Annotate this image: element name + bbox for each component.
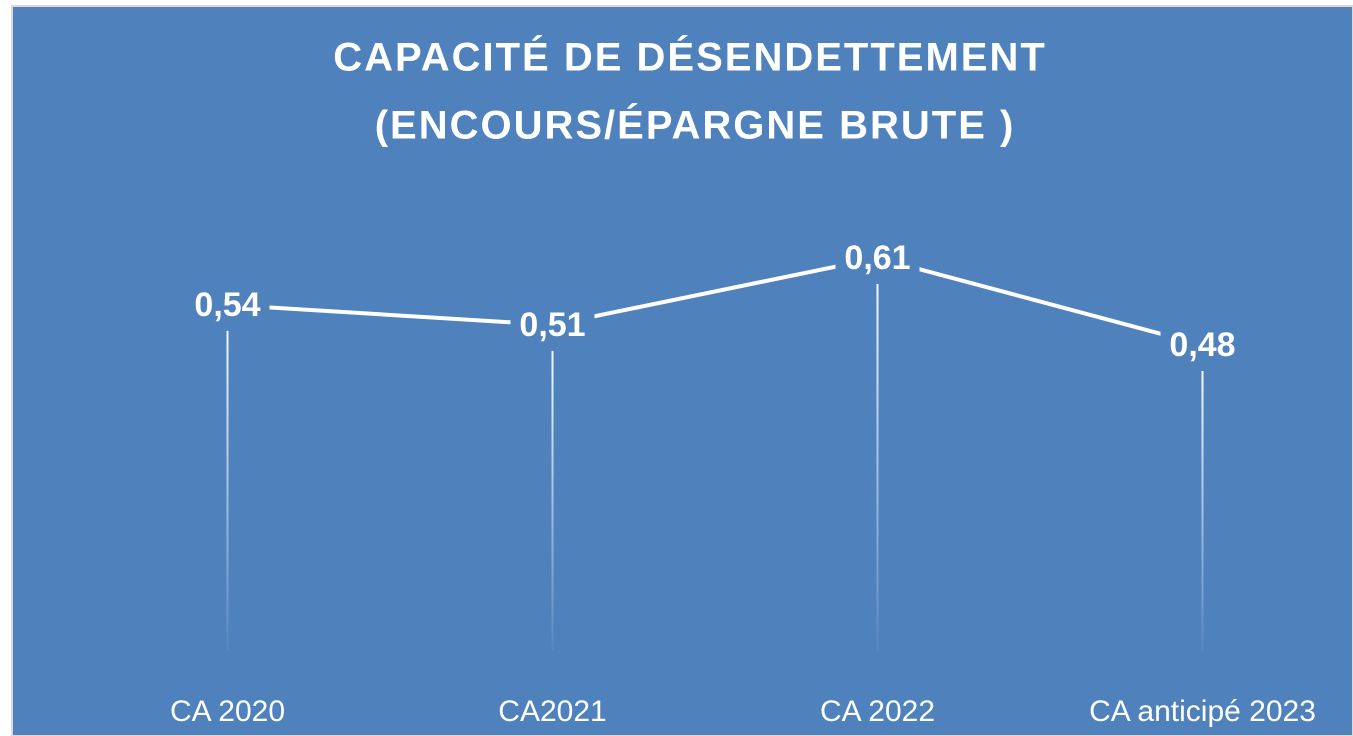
drop-line [551, 350, 554, 650]
data-label: 0,54 [194, 286, 260, 324]
data-label-bg [185, 282, 270, 327]
plot-background [11, 5, 1353, 736]
data-label-bg [1160, 323, 1245, 367]
drop-line [226, 330, 229, 650]
data-label: 0,48 [1169, 326, 1235, 364]
x-tick-label: CA 2022 [820, 695, 935, 728]
line [227, 255, 1204, 347]
x-tick-label: CA2021 [498, 695, 606, 728]
data-label: 0,61 [844, 239, 910, 277]
drop-line [876, 284, 879, 650]
drop-line [1201, 371, 1204, 650]
x-tick-label: CA anticipé 2023 [1089, 695, 1316, 728]
data-label-bg [510, 302, 595, 347]
chart-title: (ENCOURS/ÉPARGNE BRUTE ) [375, 103, 1016, 148]
data-label-bg [835, 236, 920, 280]
data-label: 0,51 [519, 306, 585, 344]
chart-title: CAPACITÉ DE DÉSENDETTEMENT [333, 35, 1047, 80]
x-tick-label: CA 2020 [170, 695, 285, 728]
